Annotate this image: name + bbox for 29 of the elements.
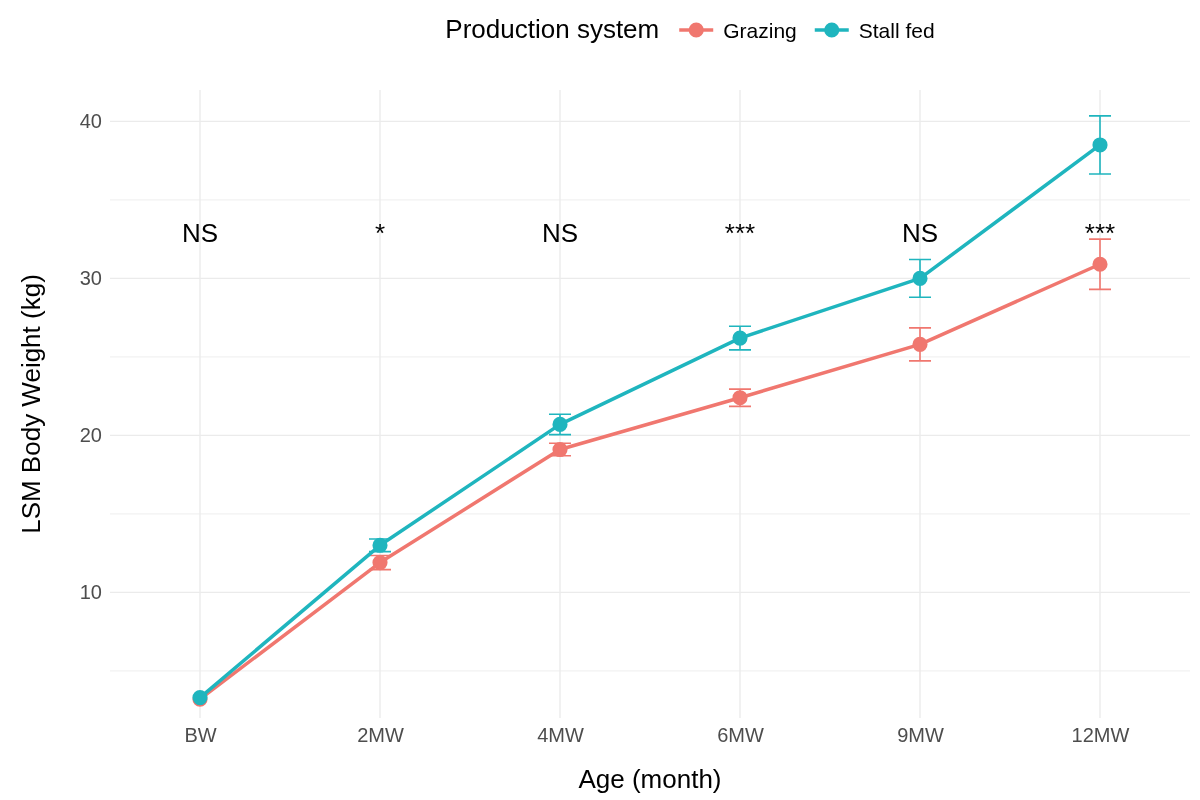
annotation: *** xyxy=(1084,218,1116,248)
x-tick-label: 2MW xyxy=(357,724,404,747)
point xyxy=(1092,137,1108,153)
point xyxy=(372,555,388,571)
point xyxy=(1092,256,1108,272)
y-tick-label: 30 xyxy=(79,267,102,290)
x-tick-label: 12MW xyxy=(1071,724,1130,747)
y-tick-label: 10 xyxy=(79,581,102,604)
y-tick-label: 20 xyxy=(79,424,102,447)
point xyxy=(552,441,568,458)
x-axis-title: Age (month) xyxy=(578,764,722,794)
x-tick-label: 9MW xyxy=(897,724,944,747)
y-axis-title: LSM Body Weight (kg) xyxy=(16,274,46,534)
point xyxy=(912,336,928,352)
annotation: *** xyxy=(724,218,756,248)
legend-label: Grazing xyxy=(723,19,797,42)
annotation: * xyxy=(374,218,386,248)
legend-label: Stall fed xyxy=(858,19,935,42)
point xyxy=(732,330,748,346)
x-tick-label: 6MW xyxy=(717,724,764,747)
x-tick-label: 4MW xyxy=(537,724,584,747)
annotation: NS xyxy=(181,218,219,248)
point xyxy=(912,270,928,286)
x-tick-label: BW xyxy=(184,724,217,747)
y-tick-label: 40 xyxy=(79,110,102,133)
annotation: NS xyxy=(901,218,939,248)
legend-title: Production system xyxy=(445,14,660,44)
point xyxy=(372,537,388,553)
annotation: NS xyxy=(541,218,579,248)
